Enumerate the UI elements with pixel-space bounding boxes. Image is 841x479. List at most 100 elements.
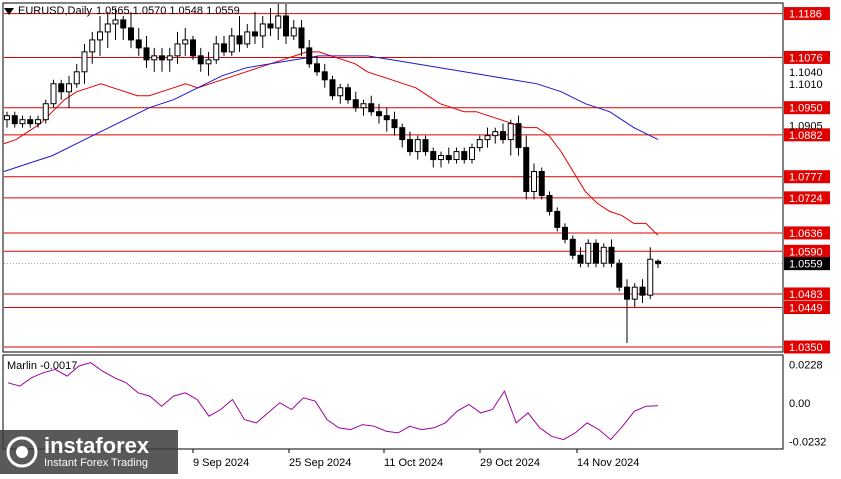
candle-body: [73, 71, 80, 85]
candle-body: [476, 139, 483, 149]
price-tick-label: 1.0905: [789, 121, 823, 133]
candle-body: [484, 135, 491, 141]
instaforex-logo-icon: [6, 436, 38, 468]
candle-body: [500, 131, 506, 141]
candle-body: [151, 55, 158, 61]
candle-body: [329, 79, 336, 97]
level-label-bg: [784, 244, 830, 258]
candle-body: [554, 210, 561, 228]
marlin-line: [7, 362, 659, 441]
level-label: 1.0449: [789, 303, 823, 315]
level-lines: [4, 13, 782, 348]
x-tick-label: 14 Nov 2024: [577, 457, 639, 469]
candle-body: [42, 103, 49, 121]
candle-body: [445, 155, 452, 161]
current-price-bg: [784, 257, 830, 271]
level-label: 1.0636: [789, 228, 823, 240]
candle-body: [35, 119, 41, 125]
candle-body: [275, 15, 282, 29]
candle-body: [430, 151, 437, 161]
x-tick-label: 9 Sep 2024: [193, 457, 249, 469]
level-label-bg: [784, 226, 830, 240]
candle-body: [135, 39, 142, 49]
candle-body: [337, 87, 344, 97]
candle-body: [58, 83, 65, 93]
candle-body: [205, 59, 212, 65]
level-label: 1.1186: [789, 9, 822, 21]
level-label: 1.1076: [789, 52, 823, 64]
candle-body: [221, 43, 227, 53]
indicator-tick-label: -0.0232: [789, 437, 826, 449]
candle-body: [213, 43, 220, 61]
candle-body: [616, 262, 623, 288]
candle-body: [81, 51, 88, 73]
candle-body: [27, 119, 34, 125]
candle-body: [593, 242, 599, 264]
logo-name: instaforex: [44, 433, 150, 458]
price-tick-label: 1.1040: [789, 67, 823, 79]
candle-body: [422, 139, 429, 153]
candle-body: [383, 115, 390, 121]
candle-body: [97, 31, 103, 41]
candle-body: [11, 115, 18, 125]
candle-body: [182, 39, 189, 45]
candle-body: [577, 254, 584, 264]
level-label: 1.0950: [789, 103, 823, 115]
candle-body: [507, 123, 514, 141]
candle-body: [376, 111, 382, 117]
candle-body: [128, 27, 134, 41]
candle-body: [236, 35, 243, 45]
candle-body: [523, 147, 530, 192]
candle-body: [19, 119, 26, 125]
ohlc-values: 1.0565 1.0570 1.0548 1.0559: [95, 5, 240, 17]
candle-body: [159, 55, 165, 61]
candle-body: [259, 23, 266, 37]
candle-body: [306, 47, 313, 65]
time-axis: 9 Sep 2024 25 Sep 2024 11 Oct 2024 29 Oct 2…: [192, 449, 639, 469]
main-plot-frame: [2, 2, 784, 353]
candle-body: [453, 151, 460, 161]
instaforex-logo: instaforex Instant Forex Trading: [0, 430, 178, 474]
candle-body: [608, 246, 615, 264]
candle-body: [538, 171, 545, 196]
level-label-bg: [784, 170, 830, 184]
dropdown-triangle-icon[interactable]: [4, 7, 14, 15]
slow-ma-line: [3, 55, 659, 172]
candle-body: [252, 31, 258, 37]
candle-body: [197, 55, 204, 65]
candle-body: [360, 103, 367, 109]
candle-body: [562, 226, 568, 240]
candle-body: [228, 35, 235, 53]
logo-tagline: Instant Forex Trading: [44, 457, 148, 469]
candle-body: [531, 171, 537, 192]
candle-body: [143, 47, 150, 61]
candle-body: [639, 286, 646, 296]
price-tick-label: 1.1010: [789, 79, 823, 91]
x-tick-label: 25 Sep 2024: [289, 457, 351, 469]
level-label: 1.0350: [789, 342, 823, 354]
indicator-label: Marlin -0.0017: [7, 360, 78, 372]
candle-body: [283, 15, 289, 37]
symbol-label: EURUSD,Daily: [18, 5, 92, 17]
candle-body: [66, 83, 72, 93]
level-label-bg: [784, 287, 830, 301]
level-label: 1.0724: [789, 193, 823, 205]
indicator-tick-label: 0.00: [789, 398, 810, 410]
x-tick-label: 29 Oct 2024: [480, 457, 540, 469]
level-label-bg: [784, 191, 830, 205]
candle-body: [600, 246, 607, 264]
candle-body: [546, 194, 553, 212]
candle-body: [368, 103, 375, 113]
level-label-bg: [784, 340, 830, 354]
candle-body: [174, 43, 181, 57]
chart-header: EURUSD,Daily 1.0565 1.0570 1.0548 1.0559: [4, 5, 240, 17]
candle-body: [352, 99, 359, 109]
candle-body: [414, 139, 421, 153]
candle-body: [321, 71, 328, 81]
level-label-bg: [784, 7, 830, 21]
moving-averages: [3, 51, 659, 236]
candle-body: [461, 151, 468, 161]
candle-body: [104, 23, 111, 33]
